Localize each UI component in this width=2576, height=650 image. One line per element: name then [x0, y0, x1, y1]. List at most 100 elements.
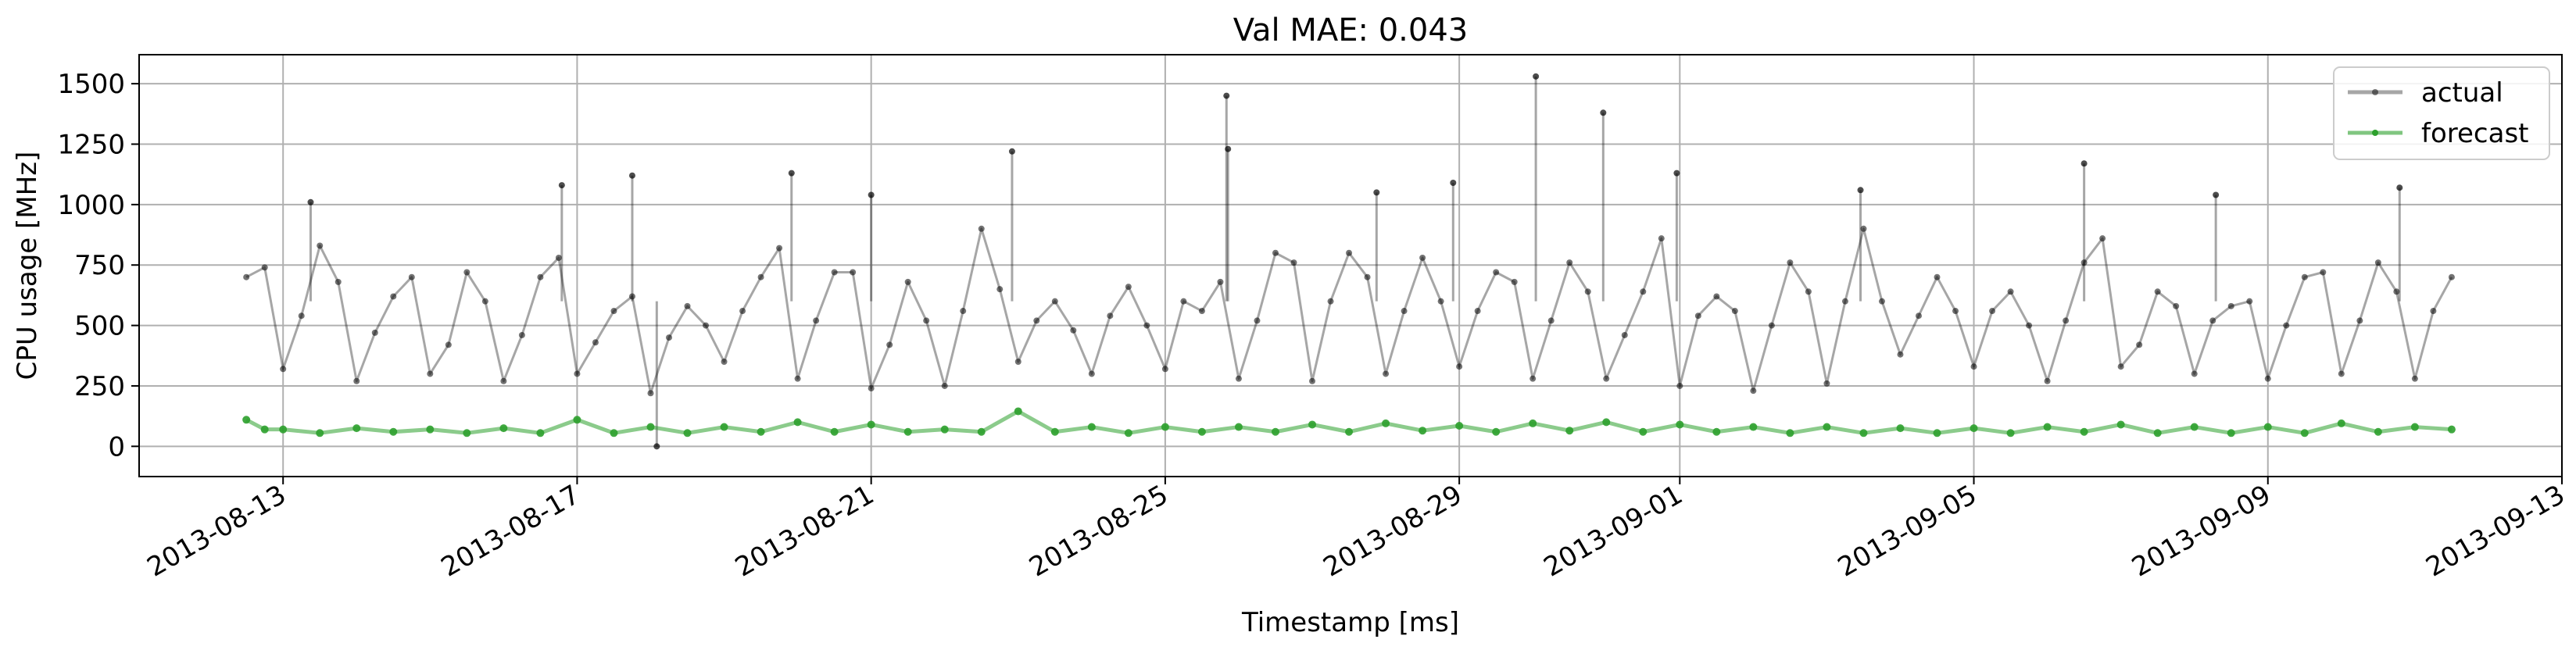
forecast-point: [610, 429, 618, 438]
actual-point: [2080, 259, 2088, 266]
actual-point: [1547, 317, 1555, 324]
actual-point: [408, 273, 415, 280]
forecast-point: [1823, 423, 1831, 431]
forecast-point: [867, 420, 875, 429]
actual-point: [813, 317, 820, 324]
actual-point: [1860, 225, 1867, 232]
actual-point: [757, 273, 764, 280]
actual-point: [1309, 377, 1316, 384]
forecast-point: [2006, 429, 2015, 438]
actual-point: [298, 312, 305, 320]
actual-point: [2117, 363, 2124, 370]
actual-spike-point: [1673, 170, 1680, 177]
forecast-point: [1602, 418, 1611, 427]
forecast-point: [646, 423, 655, 431]
series-layer: [242, 73, 2456, 450]
forecast-point: [316, 429, 324, 438]
actual-point: [1125, 284, 1132, 291]
x-axis-label: Timestamp [ms]: [1241, 607, 1459, 638]
actual-point: [1566, 259, 1573, 266]
actual-point: [2301, 273, 2308, 280]
actual-point: [1198, 308, 1205, 315]
actual-point: [647, 390, 654, 397]
y-tick-label: 250: [74, 371, 125, 402]
forecast-point: [426, 425, 435, 434]
forecast-point: [279, 425, 288, 434]
actual-spike-point: [868, 191, 875, 198]
y-tick-label: 750: [74, 250, 125, 281]
forecast-point: [1492, 427, 1501, 436]
actual-point: [1621, 331, 1628, 338]
forecast-point: [1970, 424, 1978, 433]
actual-point: [1934, 273, 1941, 280]
actual-point: [1970, 363, 1977, 370]
actual-point: [2007, 288, 2014, 295]
forecast-point: [1161, 423, 1169, 431]
forecast-point: [2080, 427, 2088, 436]
actual-point: [868, 385, 875, 392]
forecast-point: [2447, 425, 2456, 434]
actual-point: [1694, 312, 1701, 320]
forecast-point: [1124, 429, 1132, 438]
forecast-point: [242, 416, 251, 424]
forecast-point: [2153, 429, 2162, 438]
actual-point: [592, 339, 599, 346]
actual-point: [390, 293, 397, 300]
actual-point: [317, 242, 324, 249]
forecast-point: [1345, 427, 1354, 436]
actual-point: [2264, 375, 2271, 382]
actual-point: [776, 245, 783, 252]
y-tick-label: 1000: [57, 190, 125, 221]
forecast-point: [260, 425, 269, 434]
actual-point: [850, 269, 857, 276]
actual-point: [1603, 375, 1610, 382]
forecast-point: [2374, 427, 2382, 436]
actual-point: [831, 269, 838, 276]
forecast-point: [389, 427, 398, 436]
forecast-point: [720, 423, 728, 431]
actual-point: [2191, 370, 2198, 377]
actual-spike-point: [1008, 148, 1015, 155]
actual-point: [2320, 269, 2327, 276]
y-tick-label: 1250: [57, 129, 125, 160]
forecast-point: [2190, 423, 2199, 431]
actual-point: [574, 370, 581, 377]
actual-point: [1161, 366, 1168, 373]
legend-forecast-marker: [2372, 130, 2378, 136]
actual-point: [628, 293, 635, 300]
actual-point: [1787, 259, 1794, 266]
actual-point: [739, 308, 746, 315]
forecast-point: [2116, 420, 2125, 429]
legend: actual forecast: [2333, 66, 2550, 160]
forecast-point: [1308, 420, 1317, 429]
actual-spike-point: [628, 172, 635, 179]
actual-point: [1530, 375, 1537, 382]
actual-point: [1731, 308, 1738, 315]
forecast-point: [1565, 427, 1574, 435]
actual-point: [978, 225, 985, 232]
grid-layer: [139, 55, 2563, 477]
forecast-point: [1896, 424, 1905, 433]
forecast-point: [1786, 429, 1794, 438]
actual-point: [1235, 375, 1242, 382]
actual-point: [1346, 249, 1353, 256]
actual-spike-point: [1223, 92, 1230, 99]
forecast-point: [352, 424, 361, 433]
forecast-point: [2043, 423, 2052, 431]
actual-spike-point: [1373, 189, 1380, 196]
actual-point: [1180, 298, 1187, 305]
actual-point: [684, 302, 691, 309]
actual-point: [2063, 317, 2070, 324]
actual-point: [1327, 298, 1334, 305]
chart-title: Val MAE: 0.043: [1233, 12, 1468, 48]
forecast-point: [463, 429, 471, 438]
actual-point: [1713, 293, 1720, 300]
actual-point: [1437, 298, 1444, 305]
actual-point: [1841, 298, 1848, 305]
actual-point: [2393, 288, 2400, 295]
actual-point: [1511, 278, 1518, 285]
actual-point: [1878, 298, 1885, 305]
actual-point: [1805, 288, 1812, 295]
y-tick-label: 0: [108, 431, 125, 462]
legend-box: [2333, 66, 2550, 160]
